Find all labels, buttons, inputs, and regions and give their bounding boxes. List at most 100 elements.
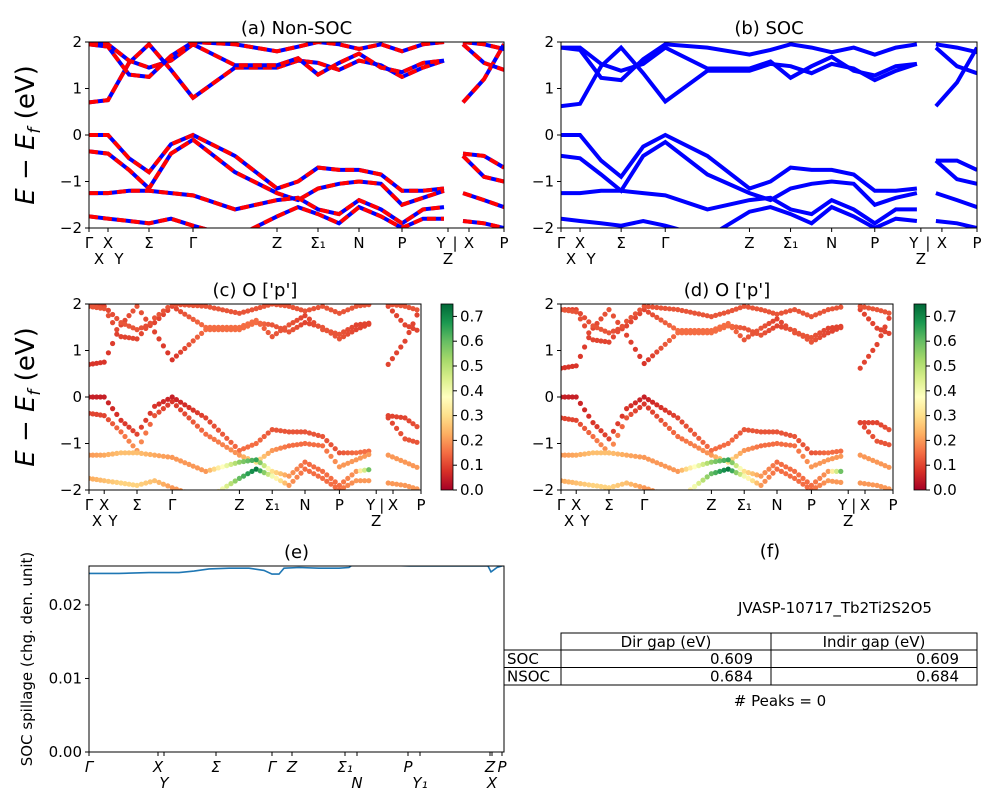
projection-point xyxy=(750,305,756,311)
projection-point xyxy=(94,452,100,458)
projection-point xyxy=(577,311,584,317)
projection-point xyxy=(203,324,209,330)
projection-point xyxy=(302,459,308,465)
x-tick-label: Γ xyxy=(85,496,94,514)
projection-point xyxy=(253,466,259,472)
projection-point xyxy=(232,460,238,466)
projection-point xyxy=(725,440,731,447)
projection-point xyxy=(758,482,764,488)
projection-point xyxy=(345,450,351,456)
projection-point xyxy=(306,321,312,327)
projection-point xyxy=(804,484,810,490)
axes-frame xyxy=(88,565,505,753)
projection-point xyxy=(273,427,279,433)
projection-point xyxy=(199,412,205,418)
projection-point xyxy=(294,474,300,480)
projection-point xyxy=(105,478,111,484)
projection-point xyxy=(861,424,868,430)
projection-point xyxy=(315,466,321,472)
projection-point xyxy=(298,322,304,328)
projection-point xyxy=(582,481,588,487)
projection-point xyxy=(632,400,639,406)
colorbar-gradient xyxy=(440,303,454,491)
projection-point xyxy=(173,304,179,307)
projection-point xyxy=(265,450,271,456)
projection-point xyxy=(615,329,621,335)
projection-point xyxy=(118,480,124,486)
projection-point xyxy=(861,481,868,487)
projection-point xyxy=(336,487,342,490)
projection-point xyxy=(156,311,162,318)
projection-point xyxy=(195,494,200,499)
x-tick-label: Y xyxy=(585,250,596,268)
x-tick-label: Y xyxy=(365,496,376,514)
projection-point xyxy=(414,312,420,318)
projection-point xyxy=(834,479,840,485)
projection-point xyxy=(402,415,408,421)
projection-point xyxy=(269,447,275,454)
y-tick-label: 0 xyxy=(72,388,82,406)
projection-point xyxy=(637,353,643,359)
projection-point xyxy=(637,397,643,403)
projection-point xyxy=(878,422,884,428)
projection-point xyxy=(662,421,668,427)
projection-point xyxy=(114,315,120,322)
projection-point xyxy=(345,475,351,481)
projection-point xyxy=(813,479,819,485)
projection-point xyxy=(654,402,660,408)
projection-point xyxy=(273,331,279,337)
projection-point xyxy=(134,336,140,342)
projection-point xyxy=(606,485,612,490)
projection-point xyxy=(228,481,234,487)
projection-point xyxy=(211,436,217,442)
projection-point xyxy=(641,360,647,367)
projection-point xyxy=(808,334,815,341)
projection-point xyxy=(857,480,863,486)
projection-point xyxy=(606,436,612,442)
projection-point xyxy=(675,433,681,440)
projection-point xyxy=(138,424,144,430)
projection-point xyxy=(341,485,347,490)
projection-point xyxy=(236,310,242,316)
projection-point xyxy=(774,440,780,447)
projection-point xyxy=(813,450,819,456)
projection-point xyxy=(758,429,764,435)
projection-point xyxy=(834,305,840,311)
projection-point xyxy=(282,428,288,434)
projection-point xyxy=(813,312,819,318)
projection-point xyxy=(265,321,271,327)
projection-point xyxy=(637,307,643,313)
projection-point xyxy=(245,321,251,327)
projection-point xyxy=(778,468,785,474)
projection-point xyxy=(320,327,326,333)
projection-point xyxy=(353,322,359,328)
band-line xyxy=(935,191,977,209)
projection-point xyxy=(687,427,694,433)
projection-point xyxy=(666,306,673,312)
projection-point xyxy=(602,432,608,438)
projection-point xyxy=(804,333,810,339)
projection-point xyxy=(134,450,140,456)
projection-point xyxy=(169,399,175,405)
projection-point xyxy=(594,320,600,327)
material-id: JVASP-10717_Tb2Ti2S2O5 xyxy=(737,599,932,618)
projection-point xyxy=(770,310,776,316)
projection-point xyxy=(650,312,656,318)
projection-point xyxy=(796,478,802,484)
projection-point xyxy=(253,306,259,312)
projection-point xyxy=(261,321,267,327)
projection-point xyxy=(582,451,588,457)
projection-point xyxy=(675,497,680,502)
projection-point xyxy=(671,467,677,473)
projection-point xyxy=(228,461,234,467)
projection-point xyxy=(750,331,756,337)
projection-point xyxy=(671,325,677,331)
projection-point xyxy=(717,311,723,317)
projection-point xyxy=(328,307,334,313)
projection-point xyxy=(269,334,275,340)
colorbar-tick-label: 0.5 xyxy=(933,357,957,375)
projection-point xyxy=(594,424,600,430)
projection-point xyxy=(126,450,132,456)
projection-point xyxy=(586,429,592,436)
projection-point xyxy=(671,495,676,500)
